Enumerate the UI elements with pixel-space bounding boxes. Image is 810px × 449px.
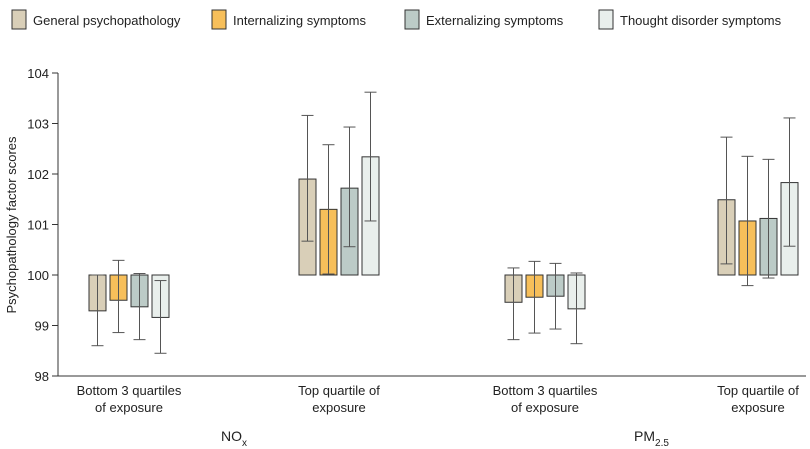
category-label: Bottom 3 quartiles of exposure bbox=[493, 383, 598, 415]
x-axis: Bottom 3 quartiles of exposure Top quartil… bbox=[58, 375, 806, 449]
legend-item: Thought disorder symptoms bbox=[598, 9, 782, 30]
y-tick-label: 99 bbox=[35, 319, 49, 334]
error-bar bbox=[154, 280, 167, 354]
y-tick-label: 100 bbox=[27, 268, 49, 283]
y-tick-label: 98 bbox=[35, 369, 49, 384]
error-bar bbox=[783, 117, 796, 247]
error-bar bbox=[720, 136, 733, 265]
legend-label: Thought disorder symptoms bbox=[620, 13, 782, 28]
category-label: Bottom 3 quartiles of exposure bbox=[77, 383, 182, 415]
error-bar bbox=[741, 155, 754, 287]
error-bar bbox=[112, 259, 125, 334]
error-bars bbox=[91, 91, 796, 354]
y-tick-label: 102 bbox=[27, 167, 49, 182]
error-bar bbox=[301, 114, 314, 242]
category-label: Top quartile of exposure bbox=[298, 383, 380, 415]
legend-label: Externalizing symptoms bbox=[426, 13, 564, 28]
legend-swatch bbox=[404, 9, 420, 30]
legend-swatch bbox=[598, 9, 614, 30]
error-bar bbox=[570, 272, 583, 345]
group-label: NOx bbox=[221, 428, 247, 449]
error-bar bbox=[549, 262, 562, 330]
legend-label: Internalizing symptoms bbox=[233, 13, 366, 28]
error-bar bbox=[364, 91, 377, 222]
bars bbox=[88, 156, 799, 318]
legend: General psychopathology Internalizing sym… bbox=[11, 9, 782, 30]
y-axis-label: Psychopathology factor scores bbox=[4, 136, 19, 314]
y-tick-label: 104 bbox=[27, 66, 49, 81]
error-bar bbox=[343, 126, 356, 248]
legend-swatch bbox=[11, 9, 27, 30]
group-label: PM2.5 bbox=[634, 428, 669, 449]
category-label: Top quartile of exposure bbox=[717, 383, 799, 415]
legend-swatch bbox=[211, 9, 227, 30]
error-bar bbox=[528, 260, 541, 334]
error-bar bbox=[91, 274, 104, 347]
error-bar bbox=[322, 144, 335, 275]
error-bar bbox=[507, 267, 520, 341]
legend-label: General psychopathology bbox=[33, 13, 181, 28]
legend-item: Externalizing symptoms bbox=[404, 9, 564, 30]
error-bar bbox=[133, 272, 146, 341]
y-tick-label: 103 bbox=[27, 117, 49, 132]
legend-item: General psychopathology bbox=[11, 9, 181, 30]
error-bar bbox=[762, 158, 775, 279]
y-axis: 98 99 100 101 102 103 104 bbox=[27, 66, 59, 384]
legend-item: Internalizing symptoms bbox=[211, 9, 366, 30]
y-tick-label: 101 bbox=[27, 218, 49, 233]
